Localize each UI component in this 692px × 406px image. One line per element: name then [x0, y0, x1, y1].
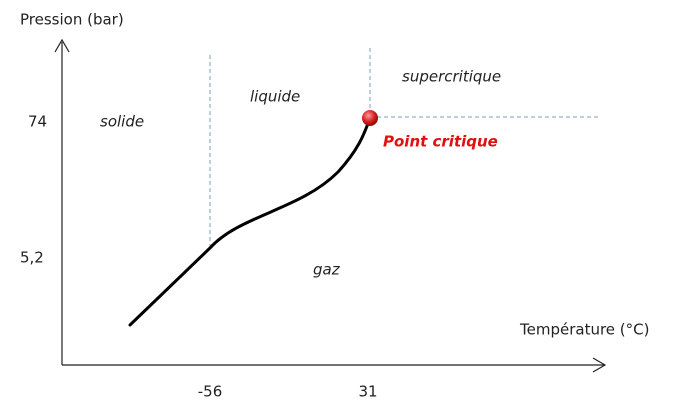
y-tick-label: 74	[28, 113, 47, 131]
phase-curve	[128, 116, 372, 327]
x-axis-arrow	[592, 357, 607, 373]
x-axis-label: Température (°C)	[519, 321, 649, 339]
annotation: Point critique	[383, 133, 498, 151]
critical-point	[362, 110, 378, 126]
y-axis-arrow	[54, 38, 70, 53]
region-label: liquide	[250, 88, 300, 106]
region-label: gaz	[313, 261, 341, 279]
x-tick-label: 31	[358, 383, 377, 401]
region-label: solide	[100, 113, 144, 131]
region-label: supercritique	[402, 68, 501, 86]
y-tick-label: 5,2	[20, 249, 44, 267]
y-axis-label: Pression (bar)	[20, 11, 124, 29]
x-tick-label: -56	[198, 383, 223, 401]
